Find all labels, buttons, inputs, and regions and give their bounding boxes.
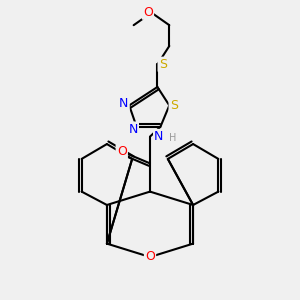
Text: O: O	[143, 6, 153, 19]
Text: S: S	[159, 58, 167, 71]
Text: S: S	[170, 99, 178, 112]
Text: H: H	[169, 133, 176, 143]
Text: O: O	[117, 145, 127, 158]
Text: N: N	[128, 123, 138, 136]
Text: N: N	[154, 130, 164, 143]
Text: O: O	[145, 250, 155, 263]
Text: N: N	[119, 98, 128, 110]
